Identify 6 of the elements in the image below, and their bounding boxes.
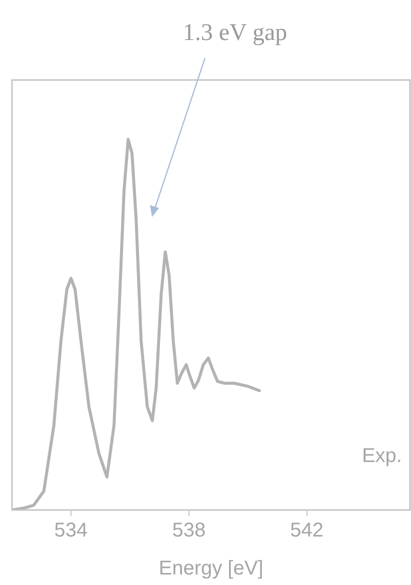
text: Exp. <box>362 445 402 467</box>
text: 1.3 eV gap <box>182 20 288 46</box>
x-tick-label: 534 <box>54 520 88 542</box>
x-tick-label: 542 <box>290 520 324 542</box>
x-tick-label: 538 <box>172 520 206 542</box>
x-axis-title: Energy [eV] <box>158 558 264 580</box>
